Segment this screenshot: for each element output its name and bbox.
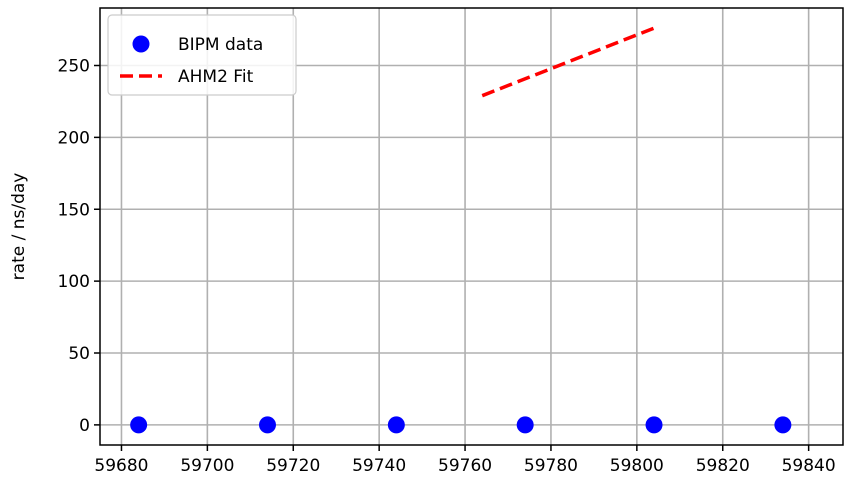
- data-point: [130, 416, 148, 434]
- data-point: [774, 416, 792, 434]
- plot-area-frame: [99, 7, 844, 446]
- data-point: [258, 416, 276, 434]
- x-tick-label: 59800: [610, 456, 664, 476]
- data-point: [645, 416, 663, 434]
- x-tick-label: 59700: [180, 456, 234, 476]
- y-tick-label: 250: [58, 57, 90, 77]
- legend-label: BIPM data: [178, 35, 263, 55]
- grid: [100, 8, 843, 445]
- legend-marker-point: [132, 35, 150, 53]
- x-tick-label: 59720: [266, 456, 320, 476]
- legend-frame: [107, 14, 297, 96]
- y-tick-label: 0: [79, 416, 90, 436]
- axis-ticks: 59680 59700 59720 59740 59760 59780 59800 59820…: [58, 57, 836, 477]
- fit-line: [481, 26, 655, 98]
- series-layer: [130, 26, 792, 434]
- y-tick-label: 150: [58, 200, 90, 220]
- x-tick-label: 59760: [438, 456, 492, 476]
- x-tick-label: 59820: [696, 456, 750, 476]
- x-tick-label: 59740: [352, 456, 406, 476]
- y-tick-label: 100: [58, 272, 90, 292]
- y-tick-label: 200: [58, 128, 90, 148]
- y-tick-label: 50: [68, 344, 90, 364]
- y-axis-label: rate / ns/day: [9, 173, 29, 281]
- legend: BIPM data AHM2 Fit: [107, 14, 297, 96]
- legend-label: AHM2 Fit: [178, 67, 254, 87]
- data-point: [387, 416, 405, 434]
- x-tick-label: 59680: [94, 456, 148, 476]
- x-tick-label: 59780: [524, 456, 578, 476]
- x-tick-label: 59840: [782, 456, 836, 476]
- data-point: [516, 416, 534, 434]
